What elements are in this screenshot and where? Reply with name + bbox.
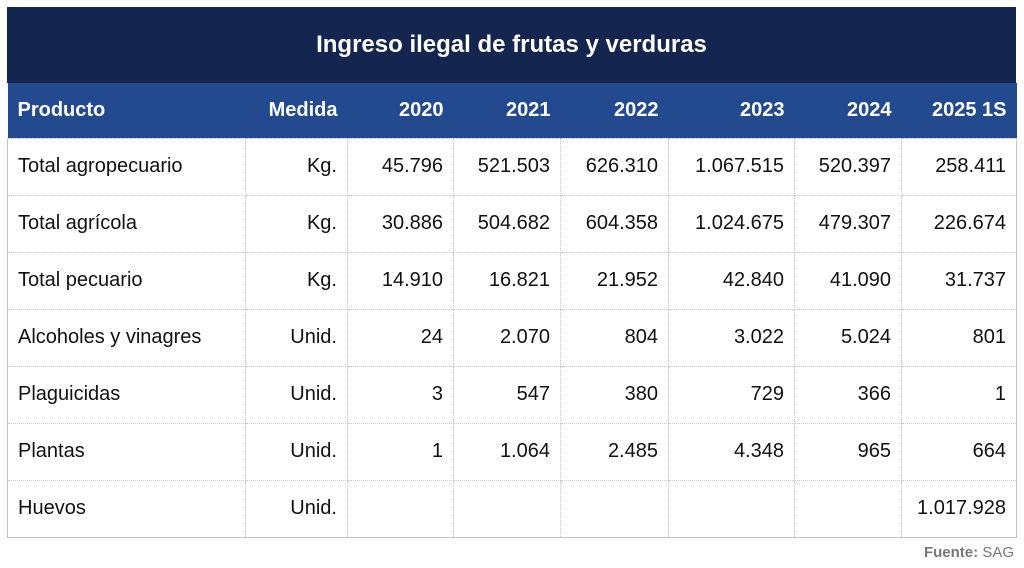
table-cell <box>453 479 561 538</box>
table-cell: 664 <box>901 422 1017 481</box>
table-cell: 520.397 <box>794 137 902 196</box>
table-cell: 479.307 <box>794 194 902 253</box>
row-label: Total agrícola <box>7 194 246 253</box>
table-cell: 1.024.675 <box>668 194 795 253</box>
table-cell: 366 <box>794 365 902 424</box>
column-header-medida: Medida <box>268 98 338 121</box>
table-cell: 604.358 <box>560 194 669 253</box>
header-row: Producto Medida 2020 2021 2022 2023 2024… <box>7 83 1017 138</box>
source-note: Fuente: SAG <box>924 544 1014 561</box>
column-header-2022: 2022 <box>614 98 659 121</box>
source-value: SAG <box>982 544 1014 561</box>
table-cell: 729 <box>668 365 795 424</box>
table-cell: 41.090 <box>794 251 902 310</box>
table-cell: 226.674 <box>901 194 1017 253</box>
table-title: Ingreso ilegal de frutas y verduras <box>7 7 1016 83</box>
table-cell: 1 <box>901 365 1017 424</box>
table-cell: 1.067.515 <box>668 137 795 196</box>
column-header-2024: 2024 <box>847 98 892 121</box>
table-cell: 504.682 <box>453 194 561 253</box>
source-label: Fuente: <box>923 544 979 561</box>
table-cell: 30.886 <box>347 194 454 253</box>
row-label: Total agropecuario <box>7 137 246 196</box>
row-label: Total pecuario <box>7 251 246 310</box>
table-cell: Kg. <box>245 194 348 253</box>
row-label: Alcoholes y vinagres <box>7 308 246 367</box>
table-row: Plaguicidas Unid. 3 547 380 729 366 1 <box>7 365 1017 424</box>
table-cell: 31.737 <box>901 251 1017 310</box>
table-cell: 3.022 <box>668 308 795 367</box>
table-cell: 42.840 <box>668 251 795 310</box>
table-cell <box>794 479 902 538</box>
column-header-2021: 2021 <box>506 98 551 121</box>
table-cell: 5.024 <box>794 308 902 367</box>
row-label: Plantas <box>7 422 246 481</box>
table-cell: 801 <box>901 308 1017 367</box>
column-header-2023: 2023 <box>740 98 785 121</box>
data-table: Producto Medida 2020 2021 2022 2023 2024… <box>7 83 1017 538</box>
table-cell: 626.310 <box>560 137 669 196</box>
table-cell: Unid. <box>245 308 348 367</box>
row-label: Huevos <box>7 479 246 538</box>
table-cell: 16.821 <box>453 251 561 310</box>
table-cell: 45.796 <box>347 137 454 196</box>
table-cell: 521.503 <box>453 137 561 196</box>
table-cell: 380 <box>560 365 669 424</box>
table-cell: Unid. <box>245 422 348 481</box>
table-cell: 804 <box>560 308 669 367</box>
table-row: Total pecuario Kg. 14.910 16.821 21.952 42.84… <box>7 251 1017 310</box>
table-cell: 24 <box>347 308 454 367</box>
table-cell: Kg. <box>245 251 348 310</box>
table-cell: Kg. <box>245 137 348 196</box>
row-label: Plaguicidas <box>7 365 246 424</box>
table-cell <box>560 479 669 538</box>
table-cell: 965 <box>794 422 902 481</box>
table-cell <box>668 479 795 538</box>
table-cell: 1 <box>347 422 454 481</box>
table-row: Plantas Unid. 1 1.064 2.485 4.348 965 664 <box>7 422 1017 481</box>
table-cell: 21.952 <box>560 251 669 310</box>
table-cell: 1.017.928 <box>901 479 1017 538</box>
table-cell: Unid. <box>245 365 348 424</box>
table-row: Total agropecuario Kg. 45.796 521.503 626.31… <box>7 137 1017 196</box>
table-row: Huevos Unid. 1.017.928 <box>7 479 1017 538</box>
table-cell <box>347 479 454 538</box>
table-cell: Unid. <box>245 479 348 538</box>
table-cell: 14.910 <box>347 251 454 310</box>
column-header-2025-1s: 2025 1S <box>931 98 1007 121</box>
column-header-2020: 2020 <box>399 98 444 121</box>
table-cell: 547 <box>453 365 561 424</box>
table-card: Ingreso ilegal de frutas y verduras Prod… <box>7 7 1017 538</box>
table-cell: 2.485 <box>560 422 669 481</box>
table-row: Alcoholes y vinagres Unid. 24 2.070 804 3.022… <box>7 308 1017 367</box>
table-cell: 1.064 <box>453 422 561 481</box>
table-cell: 258.411 <box>901 137 1017 196</box>
column-header-producto: Producto <box>17 98 106 121</box>
table-cell: 2.070 <box>453 308 561 367</box>
table-row: Total agrícola Kg. 30.886 504.682 604.358 1.0… <box>7 194 1017 253</box>
table-cell: 4.348 <box>668 422 795 481</box>
table-cell: 3 <box>347 365 454 424</box>
